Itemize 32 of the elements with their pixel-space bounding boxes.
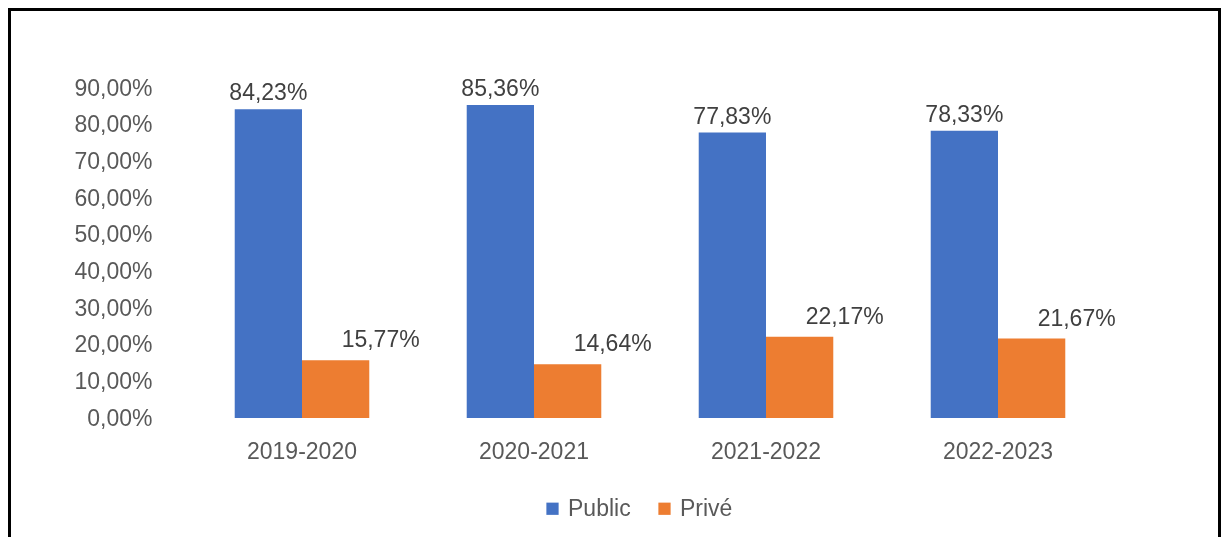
y-tick-label: 50,00% (74, 221, 153, 248)
y-tick-label: 80,00% (74, 111, 153, 138)
data-label: 22,17% (805, 302, 884, 329)
y-tick-label: 0,00% (87, 404, 153, 431)
x-tick-label: 2019-2020 (247, 437, 357, 464)
bar (998, 338, 1066, 418)
bar (766, 336, 834, 418)
bar (698, 132, 766, 418)
data-label: 85,36% (461, 75, 540, 102)
bar (302, 360, 370, 418)
y-tick-label: 70,00% (74, 147, 153, 174)
y-tick-label: 40,00% (74, 257, 153, 284)
legend-label: Privé (680, 494, 733, 521)
data-label: 15,77% (341, 326, 420, 353)
x-tick-label: 2022-2023 (943, 437, 1053, 464)
bar (234, 109, 302, 418)
legend-label: Public (568, 494, 631, 521)
data-label: 14,64% (573, 330, 652, 357)
bar (534, 364, 602, 418)
data-label: 78,33% (925, 100, 1004, 127)
bar (930, 130, 998, 418)
data-label: 77,83% (693, 102, 772, 129)
data-label: 21,67% (1037, 304, 1116, 331)
y-tick-label: 90,00% (74, 74, 153, 101)
x-tick-label: 2021-2022 (711, 437, 821, 464)
bar (466, 105, 534, 418)
y-tick-label: 30,00% (74, 294, 153, 321)
y-tick-label: 60,00% (74, 184, 153, 211)
y-tick-label: 10,00% (74, 367, 153, 394)
y-tick-label: 20,00% (74, 331, 153, 358)
x-tick-label: 2020-2021 (479, 437, 589, 464)
data-label: 84,23% (229, 79, 308, 106)
